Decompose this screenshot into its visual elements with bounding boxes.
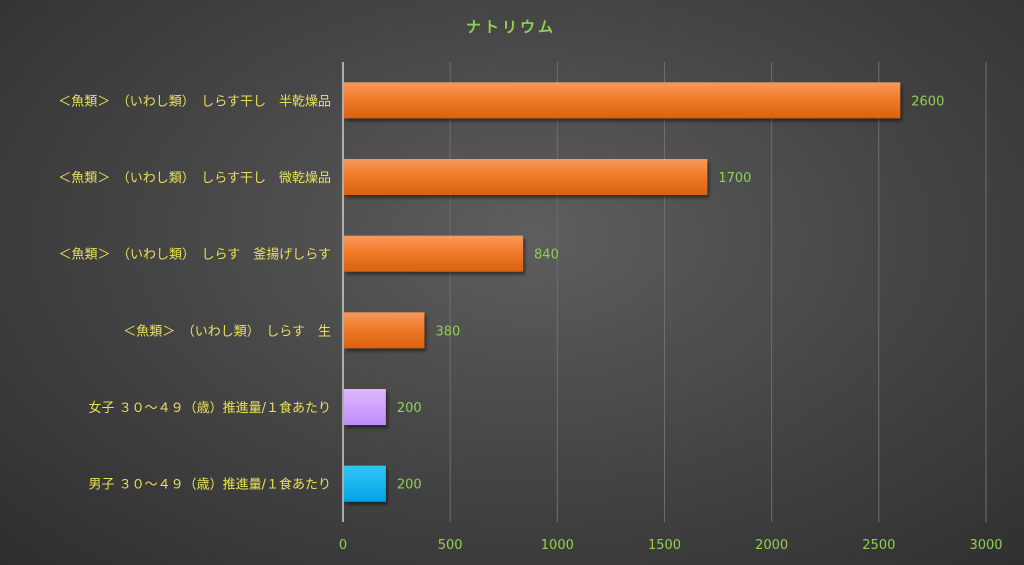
bar	[344, 235, 524, 272]
gridlines	[449, 62, 987, 522]
category-labels: ＜魚類＞ （いわし類） しらす干し 半乾燥品 ＜魚類＞ （いわし類） しらす干し …	[58, 94, 331, 492]
bars	[344, 82, 901, 502]
bar	[344, 465, 386, 502]
x-tick-label: 0	[339, 538, 347, 553]
chart-title: ナトリウム	[466, 18, 556, 36]
bar	[344, 159, 708, 195]
x-tick-labels: 0 500 1000 1500 2000 2500 3000	[339, 538, 1003, 553]
category-label: 男子 ３０～４９（歳）推進量/１食あたり	[88, 477, 331, 493]
x-tick-label: 2000	[755, 538, 788, 553]
data-label: 1700	[718, 171, 751, 186]
category-label: ＜魚類＞ （いわし類） しらす干し 半乾燥品	[58, 94, 331, 109]
data-label: 200	[397, 478, 422, 493]
category-label: ＜魚類＞ （いわし類） しらす 生	[123, 324, 331, 339]
x-tick-label: 2500	[862, 538, 895, 553]
data-label: 200	[397, 401, 422, 416]
category-label: ＜魚類＞ （いわし類） しらす 釜揚げしらす	[59, 247, 331, 263]
data-label: 380	[435, 324, 460, 339]
bar	[344, 312, 425, 349]
data-labels: 2600 1700 840 380 200 200	[397, 94, 944, 492]
x-tick-label: 500	[438, 538, 463, 553]
x-tick-label: 1500	[648, 538, 681, 553]
data-label: 2600	[911, 94, 944, 109]
bar	[344, 389, 386, 425]
category-label: 女子 ３０～４９（歳）推進量/１食あたり	[88, 400, 331, 416]
x-tick-label: 1000	[541, 538, 574, 553]
category-label: ＜魚類＞ （いわし類） しらす干し 微乾燥品	[58, 171, 331, 186]
bar	[344, 82, 901, 119]
x-tick-label: 3000	[969, 538, 1002, 553]
data-label: 840	[534, 248, 559, 263]
